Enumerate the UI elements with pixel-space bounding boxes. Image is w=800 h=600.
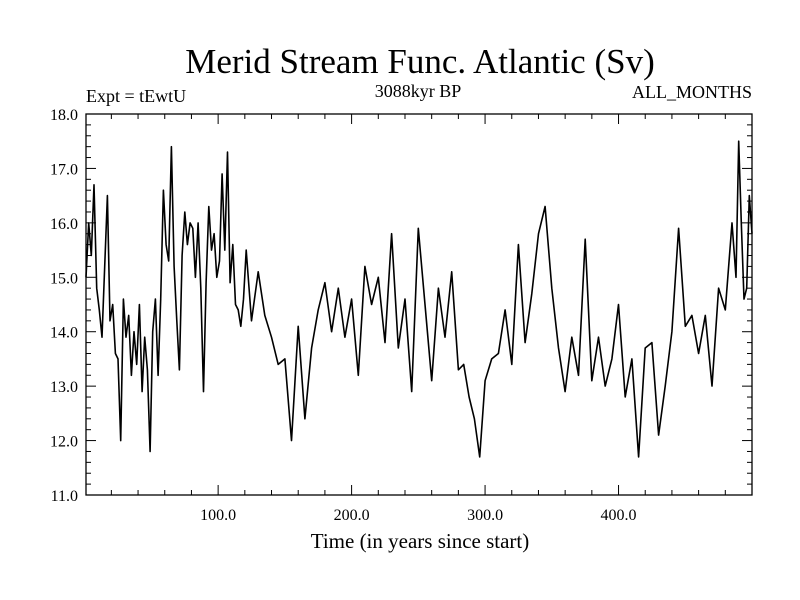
- x-tick-label: 200.0: [334, 507, 370, 524]
- experiment-label: Expt = tEwtU: [86, 86, 186, 106]
- y-tick-label: 14.0: [50, 325, 78, 342]
- axis-tick-labels: 11.0 12.0 13.0 14.0 15.0 16.0 17.0 18.0 100.0 200…: [50, 107, 637, 524]
- y-tick-label: 16.0: [50, 216, 78, 233]
- x-tick-label: 100.0: [200, 507, 236, 524]
- x-axis-label: Time (in years since start): [311, 529, 530, 553]
- plot-frame: [85, 113, 753, 496]
- period-label: 3088kyr BP: [375, 81, 462, 101]
- axis-ticks: [86, 113, 752, 496]
- y-tick-label: 12.0: [50, 434, 78, 451]
- x-tick-label: 300.0: [467, 507, 503, 524]
- series-line-0: [85, 140, 753, 458]
- series-layer: [85, 140, 753, 458]
- y-tick-label: 17.0: [50, 161, 78, 178]
- months-label: ALL_MONTHS: [632, 82, 752, 102]
- y-tick-label: 15.0: [50, 270, 78, 287]
- y-tick-label: 18.0: [50, 107, 78, 124]
- y-tick-label: 11.0: [51, 488, 78, 505]
- chart-title: Merid Stream Func. Atlantic (Sv): [185, 42, 655, 81]
- x-tick-label: 400.0: [601, 507, 637, 524]
- y-tick-label: 13.0: [50, 379, 78, 396]
